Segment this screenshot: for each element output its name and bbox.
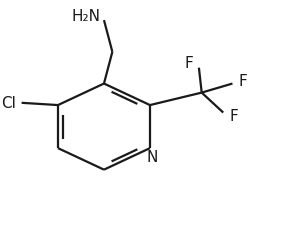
Text: F: F (185, 55, 194, 70)
Text: N: N (146, 149, 158, 164)
Text: H₂N: H₂N (71, 9, 100, 24)
Text: F: F (239, 74, 247, 89)
Text: F: F (229, 109, 238, 124)
Text: Cl: Cl (2, 96, 17, 111)
